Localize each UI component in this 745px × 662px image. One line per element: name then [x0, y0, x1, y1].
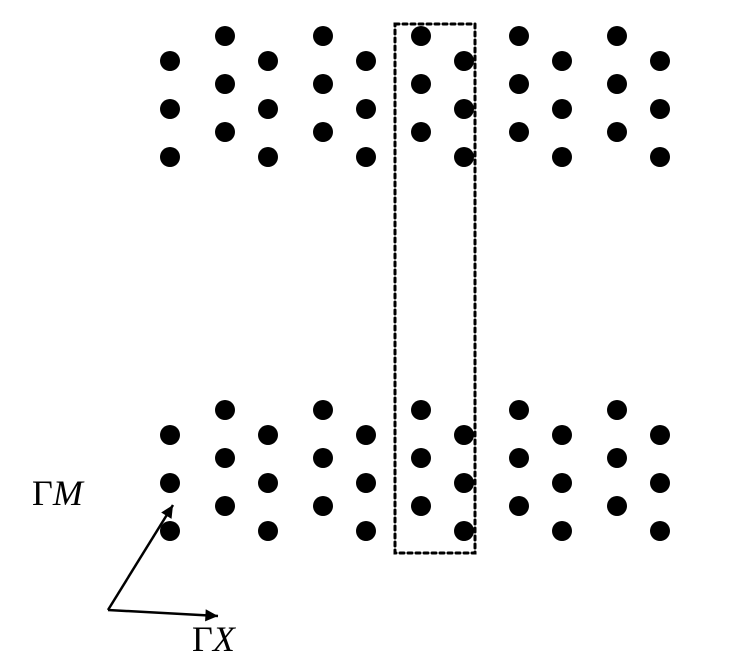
lattice-dot — [258, 147, 278, 167]
lattice-dot — [411, 122, 431, 142]
lattice-dot — [215, 122, 235, 142]
lattice-dot — [215, 496, 235, 516]
lattice-dot — [160, 99, 180, 119]
lattice-dot — [160, 521, 180, 541]
lattice-dot — [258, 51, 278, 71]
lattice-dot — [650, 473, 670, 493]
lattice-dot — [454, 425, 474, 445]
lattice-dot — [607, 74, 627, 94]
lattice-dot — [509, 74, 529, 94]
lattice-dot — [356, 521, 376, 541]
lattice-dot — [411, 400, 431, 420]
lattice-dot — [552, 473, 572, 493]
lattice-dot — [258, 521, 278, 541]
lattice-dot — [160, 425, 180, 445]
lattice-dot — [607, 400, 627, 420]
lattice-dot — [509, 122, 529, 142]
lattice-dot — [509, 496, 529, 516]
lattice-dot — [509, 26, 529, 46]
gamma-x-arrow — [108, 610, 218, 616]
lattice-dot — [411, 26, 431, 46]
lattice-diagram: ΓM ΓX — [0, 0, 745, 662]
lattice-dot — [552, 51, 572, 71]
lattice-dot — [356, 99, 376, 119]
lattice-dot — [313, 26, 333, 46]
gamma-m-arrow — [108, 505, 173, 610]
lattice-dot — [650, 147, 670, 167]
lattice-dot — [215, 74, 235, 94]
lattice-dot — [454, 147, 474, 167]
lattice-dot — [313, 122, 333, 142]
lattice-dot — [258, 473, 278, 493]
lattice-dot — [509, 448, 529, 468]
lattice-dot — [313, 448, 333, 468]
lattice-dot — [552, 521, 572, 541]
lattice-dot — [454, 51, 474, 71]
lattice-dot — [650, 99, 670, 119]
lattice-dot — [454, 99, 474, 119]
lattice-dot — [215, 400, 235, 420]
lattice-dot — [215, 26, 235, 46]
lattice-dot — [552, 425, 572, 445]
lattice-dot — [258, 425, 278, 445]
lattice-dot — [650, 425, 670, 445]
lattice-dot — [313, 400, 333, 420]
lattice-dot — [650, 51, 670, 71]
lattice-dot — [607, 26, 627, 46]
lattice-dot — [258, 99, 278, 119]
lattice-dot — [313, 496, 333, 516]
lattice-dot — [356, 473, 376, 493]
direction-arrows — [108, 505, 218, 621]
lattice-dot — [607, 448, 627, 468]
lattice-dot — [411, 496, 431, 516]
lattice-dot — [552, 99, 572, 119]
lattice-dot — [160, 51, 180, 71]
lattice-dot — [411, 448, 431, 468]
lattice-dot — [454, 521, 474, 541]
lattice-dot — [356, 51, 376, 71]
diagram-svg — [0, 0, 745, 662]
lattice-dot — [356, 425, 376, 445]
lattice-dot — [160, 473, 180, 493]
lattice-dot — [607, 496, 627, 516]
lattice-dot — [509, 400, 529, 420]
gamma-x-label: ΓX — [192, 618, 235, 660]
lattice-dot — [607, 122, 627, 142]
lattice-dot — [454, 473, 474, 493]
lattice-dot — [215, 448, 235, 468]
lattice-dot — [552, 147, 572, 167]
lattice-dot — [356, 147, 376, 167]
lattice-dot — [650, 521, 670, 541]
lattice-dot — [160, 147, 180, 167]
lattice-dot — [313, 74, 333, 94]
lattice-dot — [411, 74, 431, 94]
gamma-m-label: ΓM — [32, 472, 83, 514]
